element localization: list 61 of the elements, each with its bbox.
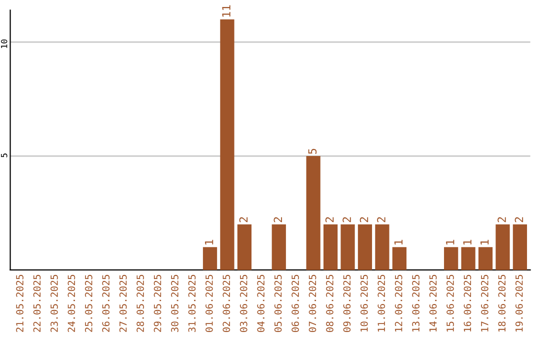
x-tick-label: 05.06.2025 (274, 274, 282, 332)
data-label: 2 (377, 217, 386, 222)
x-tick-label: 11.06.2025 (378, 274, 386, 332)
data-label: 2 (360, 217, 368, 222)
x-tick-label: 09.06.2025 (343, 274, 351, 332)
bar (306, 156, 320, 270)
bar (340, 224, 355, 270)
x-tick-label: 01.06.2025 (205, 274, 213, 332)
x-tick-label: 02.06.2025 (222, 274, 230, 332)
data-label: 11 (222, 5, 230, 17)
x-tick-label: 27.05.2025 (119, 274, 127, 332)
data-label: 5 (308, 148, 317, 154)
data-label: 1 (480, 240, 489, 244)
x-tick-label: 17.06.2025 (481, 274, 488, 332)
data-label: 1 (446, 240, 454, 244)
bar (478, 247, 493, 270)
x-tick-label: 13.06.2025 (412, 274, 420, 332)
x-tick-label: 18.06.2025 (498, 274, 506, 332)
x-tick-label: 07.06.2025 (308, 274, 316, 332)
data-label: 2 (342, 217, 351, 222)
data-label: 1 (394, 240, 403, 244)
data-label: 1 (205, 240, 214, 244)
x-tick-label: 14.06.2025 (429, 274, 437, 332)
y-tick-label: 10 (0, 39, 8, 48)
data-label: 2 (239, 217, 248, 222)
x-tick-label: 08.06.2025 (326, 274, 334, 332)
bar (496, 224, 510, 270)
bar (202, 247, 218, 270)
x-tick-label: 30.05.2025 (171, 274, 178, 332)
bar (237, 224, 252, 270)
x-tick-label: 24.05.2025 (68, 274, 76, 332)
data-label: 1 (463, 240, 472, 244)
bar (375, 224, 390, 270)
bar (323, 224, 338, 270)
bar (272, 224, 286, 270)
x-tick-label: 06.06.2025 (292, 274, 299, 332)
x-tick-label: 21.05.2025 (16, 274, 24, 332)
bar (220, 19, 234, 270)
data-label: 2 (514, 217, 524, 222)
data-label: 2 (274, 217, 282, 222)
x-tick-label: 03.06.2025 (240, 274, 248, 332)
x-tick-label: 19.06.2025 (515, 274, 523, 332)
data-label: 2 (325, 217, 334, 222)
x-tick-label: 04.06.2025 (257, 274, 265, 332)
bar (444, 247, 458, 270)
x-tick-label: 26.05.2025 (102, 274, 110, 332)
bar (512, 224, 528, 270)
x-tick-label: 15.06.2025 (446, 274, 454, 332)
bar (358, 224, 372, 270)
x-tick-label: 12.06.2025 (394, 274, 402, 332)
bar (392, 247, 406, 270)
x-tick-label: 28.05.2025 (136, 274, 144, 332)
x-tick-label: 10.06.2025 (360, 274, 368, 332)
x-tick-label: 22.05.2025 (33, 274, 41, 332)
x-tick-label: 29.05.2025 (154, 274, 162, 332)
x-tick-label: 31.05.2025 (188, 274, 196, 332)
bar (461, 247, 476, 270)
data-label: 2 (498, 217, 506, 222)
x-tick-label: 23.05.2025 (50, 274, 58, 332)
x-tick-label: 16.06.2025 (464, 274, 472, 332)
x-tick-label: 25.05.2025 (84, 274, 92, 332)
